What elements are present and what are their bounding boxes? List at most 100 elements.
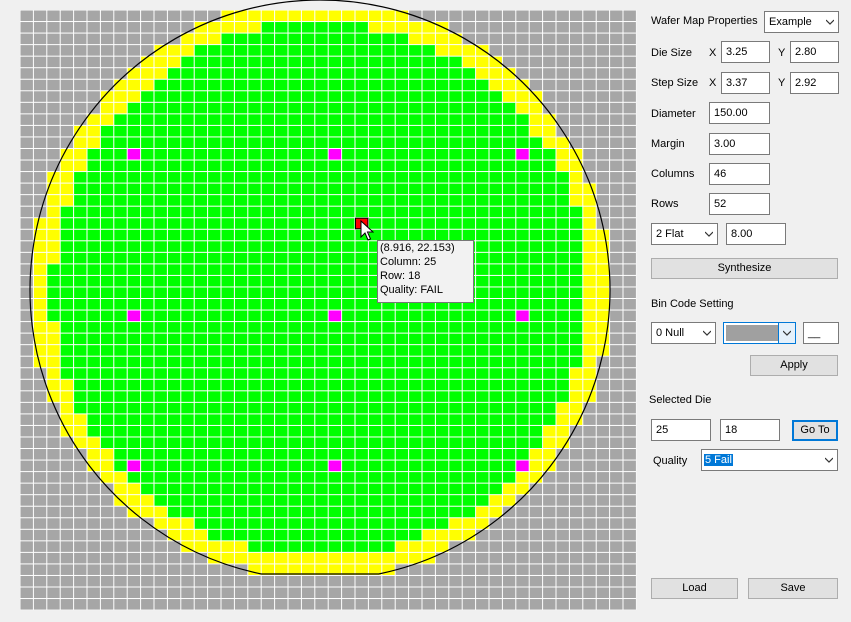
die-cell[interactable] — [368, 252, 382, 264]
die-cell[interactable] — [328, 391, 342, 402]
die-cell[interactable] — [74, 483, 87, 495]
die-cell[interactable] — [556, 599, 569, 610]
die-cell[interactable] — [74, 114, 87, 125]
die-cell[interactable] — [288, 460, 301, 472]
die-cell[interactable] — [154, 102, 167, 114]
die-cell[interactable] — [382, 379, 395, 391]
die-cell[interactable] — [74, 160, 87, 172]
die-cell[interactable] — [422, 483, 435, 495]
die-cell[interactable] — [261, 148, 275, 160]
die-cell[interactable] — [422, 322, 435, 333]
die-cell[interactable] — [583, 402, 596, 414]
die-cell[interactable] — [47, 599, 60, 610]
die-cell[interactable] — [221, 356, 234, 368]
die-cell[interactable] — [610, 356, 623, 368]
die-cell[interactable] — [275, 345, 288, 356]
die-cell[interactable] — [368, 449, 382, 460]
die-cell[interactable] — [382, 368, 395, 379]
die-cell[interactable] — [610, 495, 623, 506]
die-cell[interactable] — [623, 310, 636, 322]
die-cell[interactable] — [288, 183, 301, 195]
die-cell[interactable] — [422, 10, 435, 22]
die-cell[interactable] — [114, 79, 127, 91]
die-cell[interactable] — [476, 114, 489, 125]
die-cell[interactable] — [20, 56, 33, 68]
die-cell[interactable] — [315, 241, 328, 252]
die-cell[interactable] — [261, 287, 275, 298]
die-cell[interactable] — [422, 356, 435, 368]
die-cell[interactable] — [100, 460, 114, 472]
die-cell[interactable] — [141, 264, 154, 275]
die-cell[interactable] — [422, 518, 435, 529]
die-cell[interactable] — [194, 10, 208, 22]
die-cell[interactable] — [342, 79, 355, 91]
die-cell[interactable] — [315, 541, 328, 552]
die-cell[interactable] — [194, 79, 208, 91]
die-cell[interactable] — [328, 91, 342, 102]
die-cell[interactable] — [395, 45, 409, 56]
die-cell[interactable] — [20, 148, 33, 160]
die-cell[interactable] — [556, 45, 569, 56]
die-cell[interactable] — [489, 91, 502, 102]
die-cell[interactable] — [301, 79, 315, 91]
die-cell[interactable] — [74, 91, 87, 102]
die-cell[interactable] — [368, 518, 382, 529]
die-cell[interactable] — [141, 241, 154, 252]
die-cell[interactable] — [60, 22, 74, 33]
die-cell[interactable] — [409, 206, 422, 218]
die-cell[interactable] — [167, 506, 181, 518]
die-cell[interactable] — [194, 506, 208, 518]
die-cell[interactable] — [261, 379, 275, 391]
die-cell[interactable] — [596, 414, 610, 425]
die-cell[interactable] — [114, 333, 127, 345]
die-cell[interactable] — [596, 495, 610, 506]
die-cell[interactable] — [167, 195, 181, 206]
die-cell[interactable] — [610, 68, 623, 79]
die-cell[interactable] — [543, 414, 556, 425]
die-cell[interactable] — [382, 402, 395, 414]
die-cell[interactable] — [596, 449, 610, 460]
die-cell[interactable] — [476, 529, 489, 541]
die-cell[interactable] — [181, 518, 194, 529]
die-cell[interactable] — [167, 391, 181, 402]
die-cell[interactable] — [315, 33, 328, 45]
die-cell[interactable] — [596, 137, 610, 148]
die-cell[interactable] — [610, 218, 623, 229]
die-cell[interactable] — [583, 172, 596, 183]
die-cell[interactable] — [20, 114, 33, 125]
die-cell[interactable] — [382, 575, 395, 587]
die-cell[interactable] — [382, 206, 395, 218]
die-cell[interactable] — [20, 102, 33, 114]
die-cell[interactable] — [234, 437, 248, 449]
die-cell[interactable] — [556, 402, 569, 414]
die-cell[interactable] — [610, 552, 623, 564]
die-cell[interactable] — [342, 379, 355, 391]
die-cell[interactable] — [154, 148, 167, 160]
die-cell[interactable] — [355, 506, 368, 518]
die-cell[interactable] — [74, 414, 87, 425]
die-cell[interactable] — [87, 229, 100, 241]
die-cell[interactable] — [47, 114, 60, 125]
die-cell[interactable] — [114, 529, 127, 541]
die-cell[interactable] — [100, 575, 114, 587]
die-cell[interactable] — [301, 137, 315, 148]
die-cell[interactable] — [583, 79, 596, 91]
die-cell[interactable] — [516, 495, 529, 506]
die-cell[interactable] — [355, 79, 368, 91]
die-cell[interactable] — [20, 552, 33, 564]
die-cell[interactable] — [181, 137, 194, 148]
die-cell[interactable] — [368, 229, 382, 241]
die-cell[interactable] — [435, 45, 449, 56]
die-cell[interactable] — [382, 148, 395, 160]
die-cell[interactable] — [301, 414, 315, 425]
die-cell[interactable] — [74, 183, 87, 195]
die-cell[interactable] — [462, 56, 476, 68]
die-cell[interactable] — [476, 137, 489, 148]
die-cell[interactable] — [623, 402, 636, 414]
die-cell[interactable] — [301, 125, 315, 137]
die-cell[interactable] — [476, 437, 489, 449]
die-cell[interactable] — [74, 368, 87, 379]
die-cell[interactable] — [596, 541, 610, 552]
die-cell[interactable] — [261, 183, 275, 195]
die-cell[interactable] — [328, 33, 342, 45]
